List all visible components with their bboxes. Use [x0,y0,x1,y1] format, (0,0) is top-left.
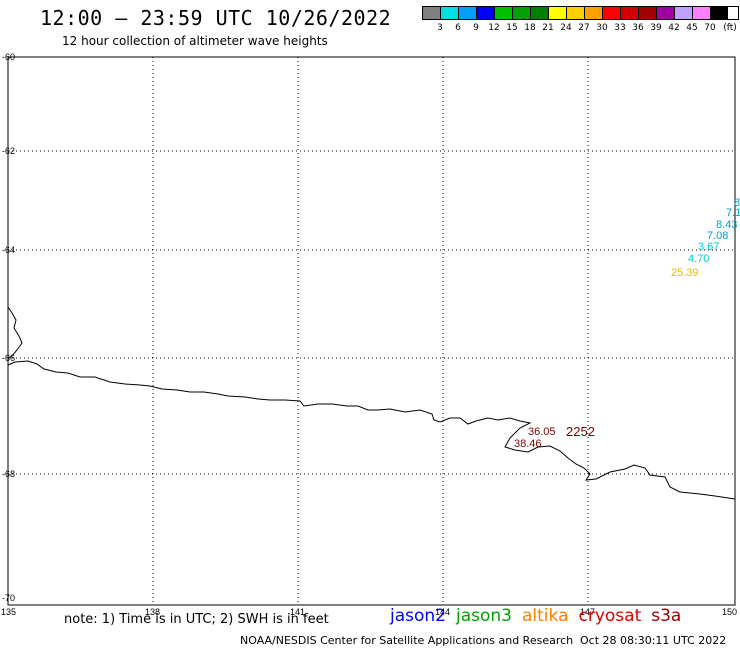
legend-swatch [495,7,513,19]
legend-swatch [459,7,477,19]
legend-swatch [657,7,675,19]
legend-swatch [531,7,549,19]
antarctic-coastline [7,306,736,500]
legend-label: 9 [473,23,479,33]
satellite-s3a: s3a [651,606,682,626]
legend-swatch [549,7,567,19]
legend-label: 12 [488,23,500,33]
obs-label-8: 36.05 [528,426,556,438]
obs-label-1: 8 [734,197,740,209]
obs-label-5: 3.67 [698,241,719,253]
legend-label: 3 [437,23,443,33]
lon-label-150: 150 [722,607,737,617]
note-text: note: 1) Time is in UTC; 2) SWH is in fe… [64,612,329,627]
lon-label-144: 144 [435,607,450,617]
lon-label-138: 138 [145,607,160,617]
lat-label-64: -64 [2,245,15,255]
lon-label-147: 147 [580,607,595,617]
map-title: 12:00 – 23:59 UTC 10/26/2022 [40,6,392,30]
legend-swatch [693,7,711,19]
satellite-altika: altika [522,606,569,626]
legend-swatch [513,7,531,19]
legend-label: 42 [668,23,680,33]
obs-label-6: 4.70 [688,253,709,265]
lat-label-68: -68 [2,469,15,479]
lat-label-62: -62 [2,146,15,156]
obs-time-label: 2252 [566,424,595,439]
legend-label: 21 [542,23,554,33]
legend-swatch [441,7,459,19]
graticule [8,57,735,605]
lat-label-70: -70 [2,593,15,603]
lat-label-60: -60 [2,52,15,62]
obs-label-3: 8.43 [716,219,737,231]
satellite-jason2: jason2 [390,606,446,626]
plot-frame [7,56,736,606]
legend-swatch [639,7,657,19]
obs-label-4: 7.08 [707,230,728,242]
lon-label-141: 141 [290,607,305,617]
footer-credit: NOAA/NESDIS Center for Satellite Applica… [240,634,574,647]
legend-label: 24 [560,23,572,33]
satellite-legend: jason2 jason3 altika cryosat s3a [390,606,681,626]
legend-label: 39 [650,23,662,33]
legend-label: 36 [632,23,644,33]
legend-label: 18 [524,23,536,33]
lon-label-135: 135 [1,607,16,617]
obs-label-2: 7.1 [726,207,740,219]
legend-label: 45 [686,23,698,33]
legend-swatch [423,7,441,19]
legend-label: 15 [506,23,518,33]
color-legend: 3 6 9 12 15 18 21 24 27 30 33 36 39 42 45 70 (ft) [422,6,739,33]
satellite-cryosat: cryosat [578,606,642,626]
legend-label: 30 [596,23,608,33]
legend-swatch [621,7,639,19]
lat-label-66: -66 [2,353,15,363]
legend-swatch [603,7,621,19]
legend-label: 6 [455,23,461,33]
satellite-jason3: jason3 [456,606,512,626]
legend-swatch [585,7,603,19]
legend-label: 33 [614,23,626,33]
legend-swatch [711,7,728,19]
legend-label: 27 [578,23,590,33]
obs-label-9: 38.46 [514,438,542,450]
obs-label-7: 25.39 [671,267,699,279]
legend-labels: 3 6 9 12 15 18 21 24 27 30 33 36 39 42 45 70 (ft) [422,23,739,33]
legend-unit: (ft) [723,23,737,33]
footer-timestamp: Oct 28 08:30:11 UTC 2022 [580,634,727,647]
legend-label: 70 [704,23,716,33]
legend-swatch [567,7,585,19]
legend-swatch [675,7,693,19]
map-subtitle: 12 hour collection of altimeter wave hei… [62,34,328,48]
legend-swatch [477,7,495,19]
legend-swatches [422,6,739,20]
